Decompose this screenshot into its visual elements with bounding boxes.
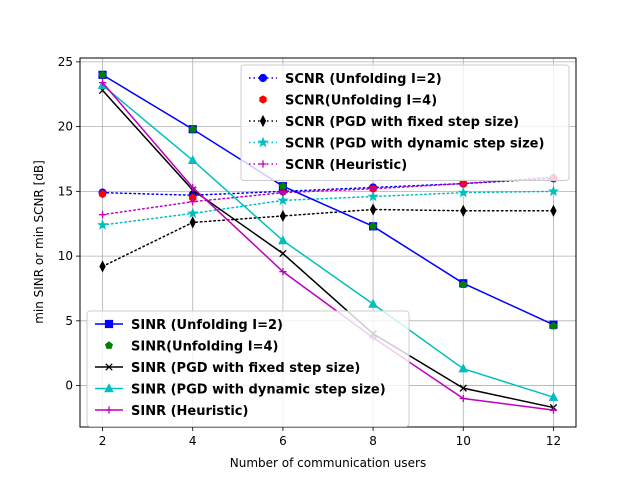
data-point bbox=[278, 181, 287, 190]
legend-item: SINR (PGD with fixed step size) bbox=[95, 361, 360, 376]
x-tick-label: 4 bbox=[189, 434, 197, 448]
y-tick-label: 0 bbox=[65, 379, 73, 393]
legend-label: SCNR (Unfolding I=2) bbox=[285, 72, 442, 87]
y-tick-label: 10 bbox=[58, 249, 73, 263]
series-line bbox=[101, 190, 555, 226]
legend-item: SCNR(Unfolding I=4) bbox=[259, 94, 437, 109]
data-point bbox=[96, 219, 109, 230]
legend-swatch-marker bbox=[257, 136, 269, 148]
legend-swatch-marker bbox=[104, 319, 114, 329]
data-point bbox=[459, 280, 468, 288]
x-tick-label: 12 bbox=[546, 434, 561, 448]
series-scnr-4 bbox=[98, 173, 558, 219]
data-point bbox=[550, 204, 557, 217]
series-line bbox=[102, 74, 554, 326]
data-point bbox=[458, 363, 469, 373]
legend-scnr: SCNR (Unfolding I=2) SCNR(Unfolding I=4) S… bbox=[240, 64, 570, 181]
legend-label: SINR (PGD with fixed step size) bbox=[131, 361, 360, 376]
series-scnr-2 bbox=[99, 203, 557, 273]
data-point bbox=[277, 194, 289, 206]
series-line bbox=[102, 84, 554, 398]
axis-ticks: 2 4 6 8 10 12 0 5 10 15 20 25 bbox=[58, 55, 561, 448]
legend-item: SCNR (Heuristic) bbox=[249, 158, 407, 173]
legend-box bbox=[86, 310, 410, 427]
legend-label: SINR (Unfolding I=2) bbox=[131, 318, 283, 333]
data-point bbox=[187, 207, 199, 219]
legend-label: SCNR (PGD with fixed step size) bbox=[285, 115, 519, 130]
legend-item: SINR (Heuristic) bbox=[95, 404, 248, 419]
data-point bbox=[279, 209, 287, 223]
x-axis-label: Number of communication users bbox=[230, 456, 426, 470]
y-tick-label: 20 bbox=[58, 120, 73, 134]
legend-box bbox=[240, 64, 570, 181]
data-point bbox=[98, 79, 107, 87]
data-point bbox=[98, 211, 107, 219]
legend-label: SCNR(Unfolding I=4) bbox=[285, 94, 437, 109]
series-scnr-3 bbox=[96, 185, 560, 230]
data-point bbox=[547, 185, 560, 197]
legend-swatch-marker bbox=[104, 341, 114, 349]
plot-series bbox=[96, 70, 560, 414]
data-point bbox=[459, 394, 467, 403]
series-sinr-6 bbox=[98, 70, 558, 330]
legend-label: SCNR (Heuristic) bbox=[285, 158, 407, 173]
x-tick-label: 8 bbox=[369, 434, 377, 448]
data-point bbox=[459, 179, 467, 188]
legend-swatch-marker bbox=[258, 73, 268, 83]
data-point bbox=[369, 203, 377, 216]
data-point bbox=[368, 298, 378, 308]
legend-swatch-marker bbox=[105, 363, 113, 371]
legend-item: SINR (PGD with dynamic step size) bbox=[95, 383, 386, 398]
y-tick-label: 15 bbox=[58, 184, 73, 198]
data-point bbox=[98, 70, 107, 79]
legend-swatch-marker bbox=[259, 114, 267, 128]
data-point bbox=[549, 321, 558, 330]
data-point bbox=[369, 222, 378, 230]
series-line bbox=[101, 208, 555, 268]
data-point bbox=[189, 216, 196, 229]
y-axis-label: min SINR or min SCNR [dB] bbox=[32, 160, 46, 324]
legend-label: SINR (Heuristic) bbox=[131, 404, 248, 419]
data-point bbox=[279, 268, 287, 276]
legend-label: SINR(Unfolding I=4) bbox=[131, 340, 278, 355]
legend-item: SINR(Unfolding I=4) bbox=[104, 340, 278, 355]
data-point bbox=[457, 186, 469, 198]
data-point bbox=[98, 189, 107, 199]
y-tick-label: 25 bbox=[58, 55, 73, 69]
data-point bbox=[549, 406, 558, 414]
data-point bbox=[459, 384, 467, 392]
legend-swatch-marker bbox=[259, 160, 267, 168]
data-point bbox=[367, 190, 379, 202]
legend-item: SCNR (Unfolding I=2) bbox=[249, 72, 442, 87]
y-tick-label: 5 bbox=[65, 314, 73, 328]
data-point bbox=[460, 204, 467, 217]
legend-sinr: SINR (Unfolding I=2) SINR(Unfolding I=4) S… bbox=[86, 310, 410, 427]
data-point bbox=[189, 198, 197, 206]
legend-swatch-marker bbox=[104, 383, 114, 393]
series-line bbox=[101, 89, 554, 409]
legend-item: SCNR (PGD with dynamic step size) bbox=[249, 137, 544, 152]
legend-item: SINR (Unfolding I=2) bbox=[95, 318, 283, 333]
x-tick-label: 2 bbox=[99, 434, 107, 448]
legend-item: SCNR (PGD with fixed step size) bbox=[249, 114, 519, 130]
data-point bbox=[188, 124, 197, 133]
x-tick-label: 6 bbox=[279, 434, 287, 448]
data-point bbox=[369, 185, 377, 193]
data-point bbox=[187, 155, 198, 164]
data-point bbox=[99, 260, 106, 273]
legend-label: SINR (PGD with dynamic step size) bbox=[131, 383, 386, 398]
legend-swatch-marker bbox=[105, 406, 113, 414]
legend-label: SCNR (PGD with dynamic step size) bbox=[285, 137, 544, 152]
series-line bbox=[101, 177, 555, 196]
data-point bbox=[189, 183, 197, 192]
data-point bbox=[548, 391, 559, 401]
data-point bbox=[279, 249, 287, 258]
series-line bbox=[101, 82, 554, 411]
x-tick-label: 10 bbox=[456, 434, 471, 448]
series-line bbox=[101, 176, 555, 216]
data-point bbox=[278, 235, 288, 245]
legend-swatch-marker bbox=[259, 95, 267, 104]
